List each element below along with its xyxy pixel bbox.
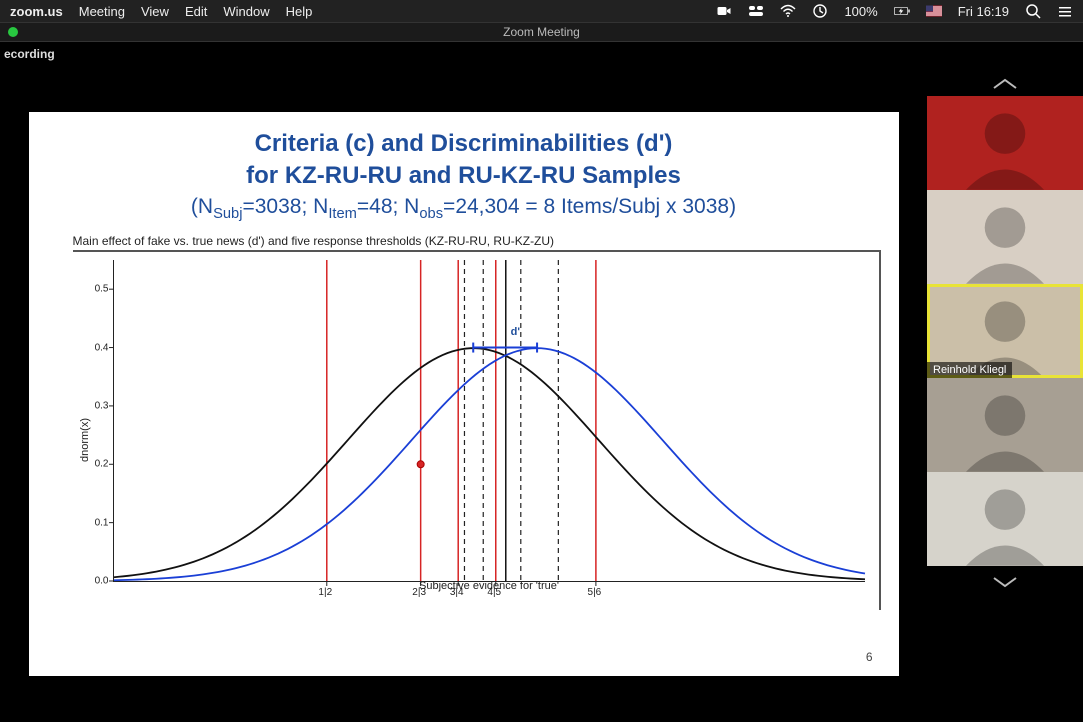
video-tile[interactable]	[927, 96, 1083, 190]
chart-ylabel: dnorm(x)	[79, 418, 91, 462]
scroll-up-button[interactable]	[927, 72, 1083, 96]
ytick-label: 0.4	[87, 342, 109, 353]
video-tile[interactable]: Reinhold Kliegl	[927, 284, 1083, 378]
slide-title-line1: Criteria (c) and Discriminabilities (d')	[29, 128, 899, 160]
menu-view[interactable]: View	[141, 4, 169, 19]
n-obs-expr: = 8 Items/Subj x 3038	[520, 195, 730, 218]
menubar-right: 100% Fri 16:19	[716, 3, 1073, 19]
chart-caption: Main effect of fake vs. true news (d') a…	[73, 234, 899, 248]
camera-icon[interactable]	[716, 3, 732, 19]
ytick-label: 0.3	[87, 400, 109, 411]
ytick-label: 0.1	[87, 517, 109, 528]
xtick-label: 1|2	[318, 587, 332, 598]
wifi-icon[interactable]	[780, 3, 796, 19]
battery-percent: 100%	[844, 4, 877, 19]
presentation-slide: Criteria (c) and Discriminabilities (d')…	[29, 112, 899, 676]
person-silhouette-icon	[927, 378, 1083, 472]
menu-help[interactable]: Help	[286, 4, 313, 19]
chart-plot: d' Subjective evidence for 'true'	[113, 260, 865, 582]
person-silhouette-icon	[927, 190, 1083, 284]
dprime-label: d'	[511, 326, 520, 338]
slide-subtitle: (NSubj=3038; NItem=48; Nobs=24,304 = 8 I…	[29, 195, 899, 222]
ytick-label: 0.5	[87, 284, 109, 295]
menu-meeting[interactable]: Meeting	[79, 4, 125, 19]
slide-title: Criteria (c) and Discriminabilities (d')…	[29, 112, 899, 193]
search-icon[interactable]	[1025, 3, 1041, 19]
battery-icon	[894, 3, 910, 19]
recording-indicator: ecording	[0, 42, 1083, 66]
menubar-left: zoom.us Meeting View Edit Window Help	[10, 4, 312, 19]
traffic-close-icon[interactable]	[8, 27, 18, 37]
flag-icon[interactable]	[926, 3, 942, 19]
person-silhouette-icon	[927, 472, 1083, 566]
video-list: Reinhold Kliegl	[927, 96, 1083, 566]
scroll-down-button[interactable]	[927, 570, 1083, 594]
slide-pagenum: 6	[866, 650, 873, 664]
menu-edit[interactable]: Edit	[185, 4, 207, 19]
xtick-label: 2|3	[412, 587, 426, 598]
xtick-label: 3|4	[450, 587, 464, 598]
n-item: 48	[369, 195, 392, 218]
content-area: Criteria (c) and Discriminabilities (d')…	[0, 66, 1083, 722]
n-obs: 24,304	[455, 195, 519, 218]
participants-panel: Reinhold Kliegl	[927, 66, 1083, 722]
chart-frame: dnorm(x) d' Subjective evidence for 'tru…	[73, 250, 881, 610]
window-titlebar: Zoom Meeting	[0, 22, 1083, 42]
timemachine-icon[interactable]	[812, 3, 828, 19]
video-tile[interactable]	[927, 472, 1083, 566]
menu-window[interactable]: Window	[223, 4, 269, 19]
shared-screen: Criteria (c) and Discriminabilities (d')…	[0, 66, 927, 722]
video-tile[interactable]	[927, 378, 1083, 472]
slide-title-line2: for KZ-RU-RU and RU-KZ-RU Samples	[29, 160, 899, 192]
clock[interactable]: Fri 16:19	[958, 4, 1009, 19]
window-title: Zoom Meeting	[503, 25, 580, 39]
video-tile[interactable]	[927, 190, 1083, 284]
macos-menubar: zoom.us Meeting View Edit Window Help 10…	[0, 0, 1083, 22]
recording-label: ecording	[4, 47, 55, 61]
control-center-icon[interactable]	[748, 3, 764, 19]
app-name[interactable]: zoom.us	[10, 4, 63, 19]
ytick-label: 0.0	[87, 575, 109, 586]
traffic-lights[interactable]	[8, 27, 18, 37]
person-silhouette-icon	[927, 96, 1083, 190]
participant-name: Reinhold Kliegl	[927, 362, 1012, 378]
chart-svg	[114, 260, 865, 581]
xtick-label: 4|5	[487, 587, 501, 598]
menu-extra-icon[interactable]	[1057, 3, 1073, 19]
ytick-label: 0.2	[87, 459, 109, 470]
xtick-label: 5|6	[588, 587, 602, 598]
n-subj: 3038	[255, 195, 302, 218]
